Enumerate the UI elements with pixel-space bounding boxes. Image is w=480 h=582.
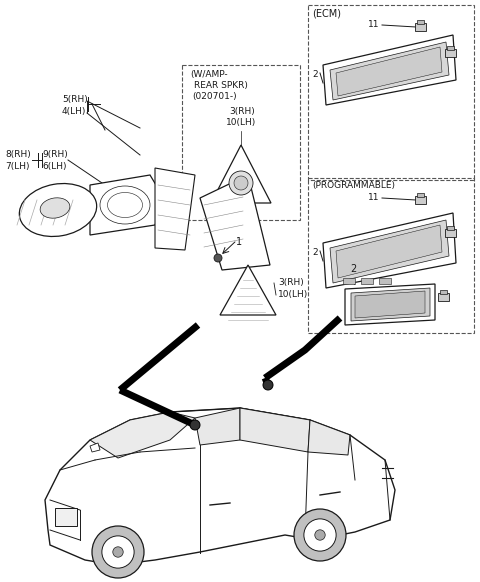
- Text: (W/AMP-: (W/AMP-: [190, 70, 228, 79]
- Polygon shape: [351, 288, 430, 321]
- Bar: [438, 293, 449, 301]
- Text: 2: 2: [312, 70, 318, 79]
- Circle shape: [229, 171, 253, 195]
- Polygon shape: [195, 408, 240, 445]
- Circle shape: [234, 176, 248, 190]
- Polygon shape: [336, 225, 442, 278]
- Bar: [417, 20, 424, 24]
- Bar: [379, 278, 391, 284]
- Text: (ECM): (ECM): [312, 8, 341, 18]
- Text: (020701-): (020701-): [192, 92, 237, 101]
- Bar: [415, 196, 426, 204]
- Circle shape: [214, 254, 222, 262]
- Text: 11: 11: [368, 20, 380, 29]
- Bar: [417, 193, 424, 197]
- Polygon shape: [45, 408, 395, 565]
- Text: 3(RH): 3(RH): [229, 107, 255, 116]
- Bar: [447, 226, 454, 230]
- Text: 7(LH): 7(LH): [5, 162, 29, 171]
- Text: 2: 2: [350, 264, 356, 274]
- Polygon shape: [330, 220, 449, 283]
- Text: 6(LH): 6(LH): [42, 162, 67, 171]
- Bar: [447, 46, 454, 50]
- Text: 8(RH): 8(RH): [5, 150, 31, 159]
- Polygon shape: [323, 35, 456, 105]
- Polygon shape: [308, 420, 350, 455]
- Bar: [445, 49, 456, 57]
- Ellipse shape: [19, 183, 96, 236]
- Circle shape: [92, 526, 144, 578]
- Circle shape: [294, 509, 346, 561]
- Polygon shape: [355, 291, 425, 318]
- Text: (PROGRAMMABLE): (PROGRAMMABLE): [312, 181, 395, 190]
- Polygon shape: [155, 168, 195, 250]
- Text: 10(LH): 10(LH): [278, 290, 308, 299]
- Text: 4(LH): 4(LH): [62, 107, 86, 116]
- Bar: [440, 290, 447, 294]
- Polygon shape: [200, 175, 270, 270]
- Bar: [361, 278, 373, 284]
- Polygon shape: [90, 412, 195, 458]
- Text: 1: 1: [236, 237, 242, 247]
- Polygon shape: [336, 47, 442, 96]
- Bar: [182, 65, 300, 220]
- Polygon shape: [323, 213, 456, 288]
- Circle shape: [315, 530, 325, 540]
- Circle shape: [304, 519, 336, 551]
- Bar: [308, 5, 474, 180]
- Bar: [55, 508, 77, 526]
- Polygon shape: [345, 284, 435, 325]
- Polygon shape: [90, 443, 100, 452]
- Ellipse shape: [40, 198, 70, 218]
- Circle shape: [113, 547, 123, 557]
- Polygon shape: [90, 175, 165, 235]
- Bar: [415, 23, 426, 31]
- Text: 2: 2: [312, 248, 318, 257]
- Text: 10(LH): 10(LH): [226, 118, 256, 127]
- Text: 11: 11: [368, 193, 380, 202]
- Bar: [445, 229, 456, 237]
- Circle shape: [263, 380, 273, 390]
- Polygon shape: [330, 42, 449, 100]
- Bar: [308, 178, 474, 333]
- Text: 9(RH): 9(RH): [42, 150, 68, 159]
- Text: 5(RH): 5(RH): [62, 95, 88, 104]
- Polygon shape: [240, 408, 310, 452]
- Text: REAR SPKR): REAR SPKR): [194, 81, 248, 90]
- Polygon shape: [220, 265, 276, 315]
- Text: 3(RH): 3(RH): [278, 278, 304, 287]
- Circle shape: [190, 420, 200, 430]
- Polygon shape: [211, 145, 271, 203]
- Bar: [343, 278, 355, 284]
- Circle shape: [102, 536, 134, 568]
